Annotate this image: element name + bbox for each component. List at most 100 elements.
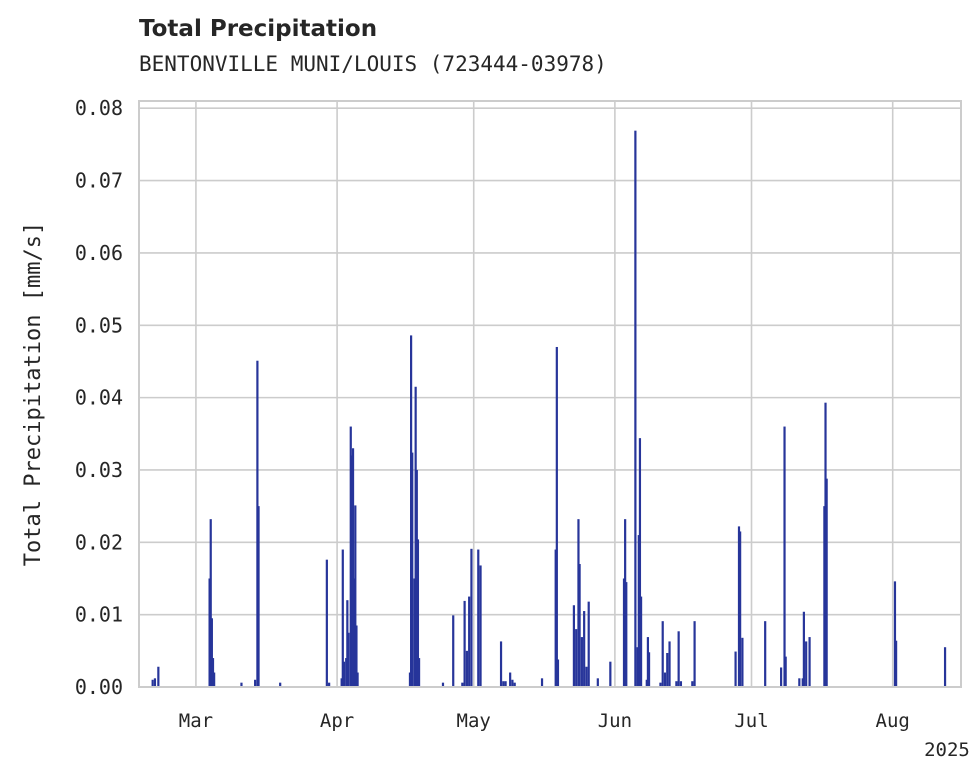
precipitation-bar	[661, 621, 664, 687]
precipitation-bar	[513, 682, 516, 687]
precipitation-bar	[596, 678, 599, 687]
chart-title: Total Precipitation	[139, 16, 378, 42]
precipitation-bar	[647, 652, 651, 687]
precipitation-bar	[413, 578, 416, 687]
precipitation-bar	[638, 438, 642, 687]
precipitation-bars	[151, 130, 947, 687]
precipitation-bar	[679, 681, 683, 687]
precipitation-bar	[350, 455, 354, 687]
precipitation-bar	[783, 426, 786, 687]
y-tick-label: 0.07	[75, 169, 123, 193]
precipitation-bar	[540, 678, 544, 687]
precipitation-bar	[893, 581, 897, 687]
precipitation-bar	[347, 632, 350, 687]
precipitation-bar	[666, 652, 669, 687]
precipitation-bar	[211, 658, 215, 687]
precipitation-bar	[663, 672, 667, 687]
precipitation-bar	[468, 596, 471, 687]
precipitation-bar	[734, 651, 737, 687]
precipitation-bar	[342, 661, 346, 687]
precipitation-bar	[668, 641, 671, 687]
precipitation-bar	[240, 682, 243, 687]
precipitation-bar	[151, 679, 154, 687]
x-tick-label: Aug	[876, 710, 910, 732]
precipitation-bar	[257, 506, 260, 687]
precipitation-bar	[411, 452, 414, 687]
precipitation-bar	[578, 564, 581, 687]
precipitation-bar	[346, 600, 349, 687]
precipitation-bar	[208, 578, 211, 687]
x-tick-label: Mar	[179, 710, 213, 732]
plot-frame	[138, 100, 962, 688]
precipitation-bar	[210, 618, 213, 687]
precipitation-bar	[355, 625, 358, 687]
chart-subtitle: BENTONVILLE MUNI/LOUIS (723444-03978)	[139, 52, 607, 76]
precipitation-bar	[415, 469, 418, 687]
precipitation-bar	[609, 661, 612, 687]
precipitation-bar	[737, 526, 741, 687]
precipitation-bar	[509, 672, 512, 687]
precipitation-bar	[825, 478, 828, 687]
y-tick-label: 0.00	[75, 675, 123, 699]
precipitation-bar	[417, 658, 421, 687]
precipitation-bar	[554, 549, 557, 687]
precipitation-bar	[463, 600, 466, 687]
precipitation-bar	[824, 402, 827, 687]
precipitation-bar	[157, 666, 160, 687]
precipitation-bar	[823, 506, 826, 687]
precipitation-bar	[895, 640, 898, 687]
precipitation-bar	[465, 650, 468, 687]
precipitation-bar	[279, 682, 282, 687]
precipitation-bar	[691, 681, 694, 687]
precipitation-bar	[341, 549, 344, 687]
precipitation-bar	[677, 631, 680, 687]
precipitation-bar	[153, 678, 157, 687]
precipitation-bar	[624, 519, 627, 687]
precipitation-bar	[511, 679, 514, 687]
precipitation-bar	[441, 682, 445, 687]
precipitation-bar	[556, 659, 560, 687]
precipitation-bar	[340, 678, 343, 687]
y-tick-label: 0.04	[75, 386, 123, 410]
precipitation-bar	[587, 601, 590, 687]
precipitation-bar	[659, 682, 662, 687]
precipitation-bar	[805, 641, 808, 687]
precipitation-bar	[452, 615, 455, 687]
precipitation-bar	[345, 658, 348, 687]
precipitation-bar	[622, 578, 626, 687]
precipitation-bar	[209, 519, 212, 687]
precipitation-bar	[636, 647, 639, 687]
precipitation-bar	[764, 621, 767, 687]
precipitation-bar	[414, 386, 417, 687]
x-tick-label: Apr	[320, 710, 354, 732]
precipitation-bar	[784, 656, 787, 687]
precipitation-bar	[349, 426, 352, 687]
x-tick-label: Jun	[598, 710, 632, 732]
grid-lines	[139, 101, 961, 688]
precipitation-bar	[254, 679, 257, 687]
precipitation-bar	[693, 621, 696, 687]
precipitation-bar	[739, 531, 742, 687]
precipitation-bar	[575, 629, 578, 687]
precipitation-bar	[555, 346, 558, 687]
precipitation-bar	[351, 448, 355, 687]
precipitation-bar	[637, 535, 640, 687]
x-tick-label: Jul	[734, 710, 768, 732]
precipitation-bar	[461, 682, 464, 687]
precipitation-bar	[625, 582, 628, 687]
precipitation-bar	[741, 637, 744, 687]
y-tick-label: 0.08	[75, 96, 123, 120]
y-axis-ticks: 0.00 0.01 0.02 0.03 0.04 0.05 0.06 0.07 0.08	[75, 96, 123, 699]
precipitation-bar	[353, 578, 356, 687]
precipitation-bar	[577, 519, 580, 687]
precipitation-bar	[646, 637, 650, 687]
precipitation-bar	[808, 637, 811, 687]
year-label: 2025	[924, 739, 970, 761]
precipitation-bar	[470, 548, 473, 687]
precipitation-bar	[572, 605, 576, 687]
precipitation-bar	[583, 611, 586, 687]
x-axis-ticks: Mar Apr May Jun Jul Aug	[179, 710, 910, 732]
precipitation-bar	[356, 672, 359, 687]
precipitation-bar	[634, 130, 637, 687]
